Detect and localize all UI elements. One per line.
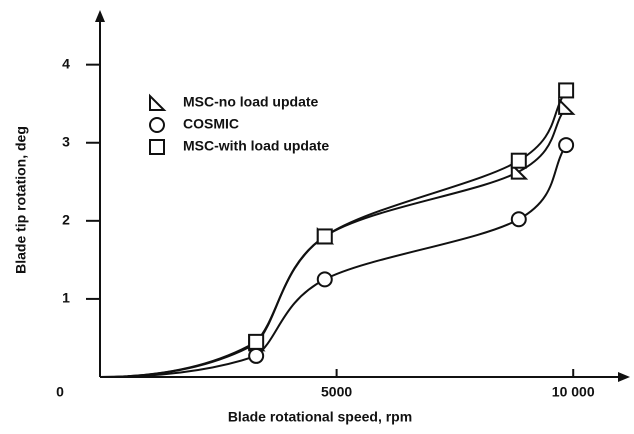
fit-curve (255, 144, 567, 357)
x-tick-label: 5000 (321, 384, 352, 400)
data-point (316, 228, 333, 245)
x-tick-label: 10 000 (552, 384, 595, 400)
legend-marker (149, 139, 165, 155)
data-point (248, 347, 265, 364)
y-axis-arrow (95, 10, 105, 22)
legend-marker (149, 117, 165, 133)
fit-curve (255, 89, 567, 343)
y-tick-label: 2 (62, 212, 70, 228)
data-point (558, 82, 575, 99)
data-point (510, 211, 527, 228)
legend-marker (149, 93, 167, 111)
fit-lead-in (99, 340, 257, 378)
y-tick-label: 4 (62, 55, 70, 71)
y-tick-label: 1 (62, 290, 70, 306)
data-point (510, 152, 527, 169)
x-tick-label: 0 (56, 384, 64, 400)
legend-label: MSC-with load update (183, 138, 329, 154)
x-axis-label: Blade rotational speed, rpm (228, 409, 412, 425)
legend-label: COSMIC (183, 116, 239, 132)
y-tick-label: 3 (62, 133, 70, 149)
legend-label: MSC-no load update (183, 94, 319, 110)
data-point (316, 271, 333, 288)
fit-lead-in (99, 354, 257, 378)
data-point (558, 97, 576, 115)
x-axis-arrow (618, 372, 630, 382)
data-point (248, 333, 265, 350)
y-axis-label: Blade tip rotation, deg (13, 126, 29, 274)
data-point (558, 137, 575, 154)
